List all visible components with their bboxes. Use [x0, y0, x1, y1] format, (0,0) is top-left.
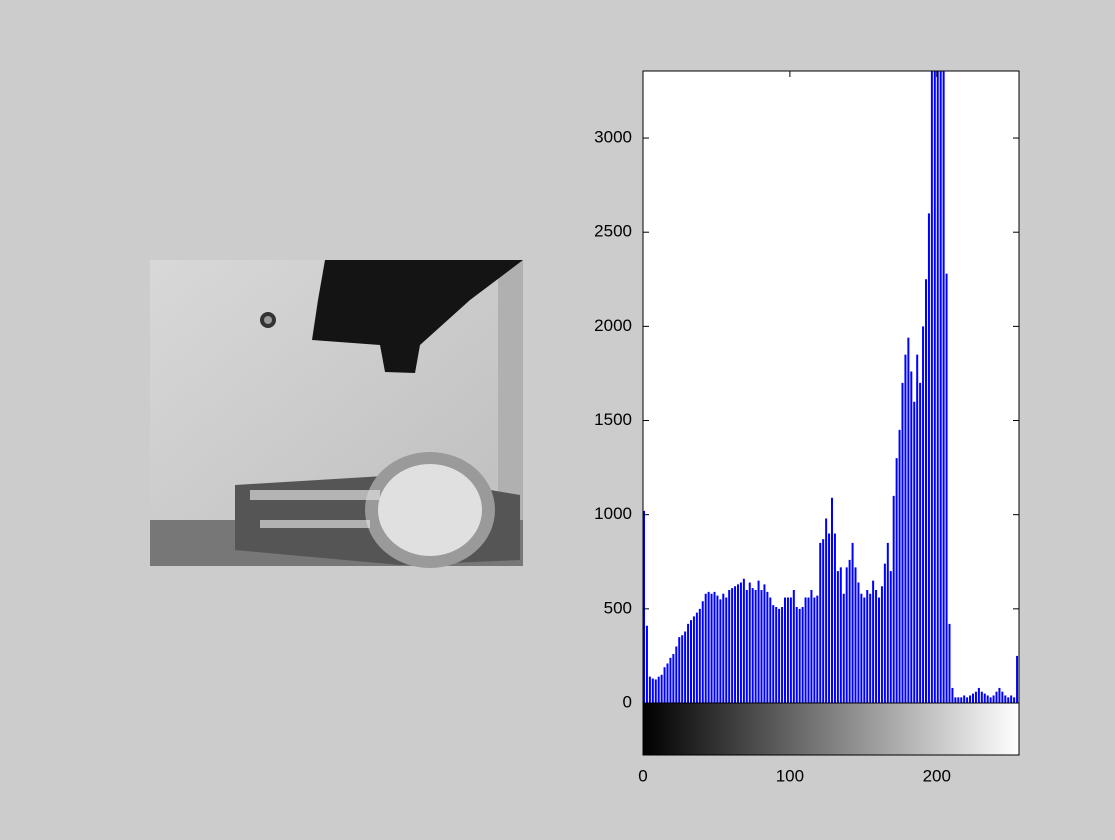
x-tick-label: 0 [638, 766, 647, 785]
y-tick-label: 1000 [594, 504, 632, 523]
y-tick-label: 2000 [594, 316, 632, 335]
colorbar-box [642, 702, 1020, 756]
x-tick-label: 200 [923, 766, 951, 785]
y-tick-label: 0 [623, 692, 632, 711]
y-tick-label: 1500 [594, 410, 632, 429]
y-tick-label: 3000 [594, 128, 632, 147]
photo [150, 260, 523, 568]
gray-colorbar [643, 703, 1019, 755]
y-tick-label: 500 [604, 598, 632, 617]
x-tick-label: 100 [776, 766, 804, 785]
y-tick-label: 2500 [594, 222, 632, 241]
histogram [643, 71, 1019, 703]
